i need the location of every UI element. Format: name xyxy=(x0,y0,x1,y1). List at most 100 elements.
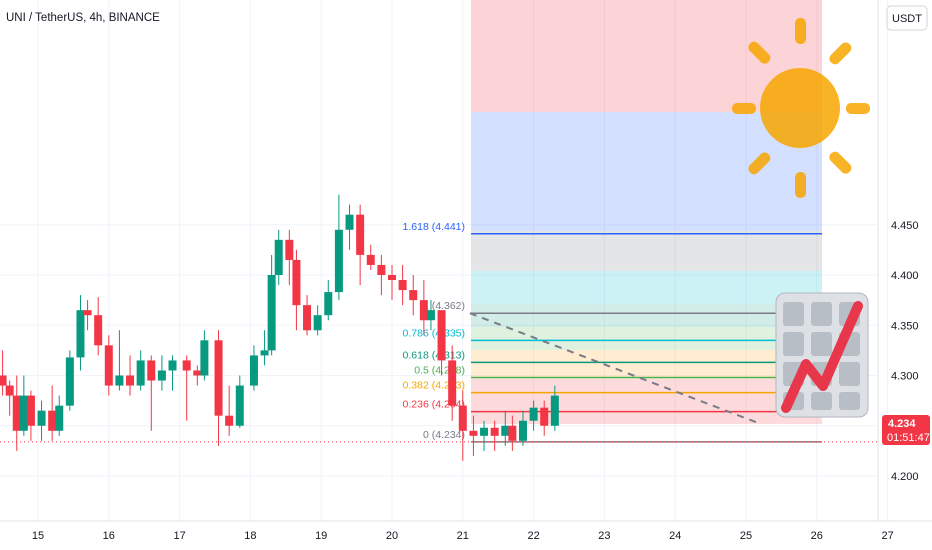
candle-body xyxy=(225,415,234,426)
candle-body xyxy=(292,259,301,306)
candle-body xyxy=(94,315,103,346)
candle-body xyxy=(182,360,191,371)
candle-body xyxy=(48,410,57,431)
x-tick-label: 24 xyxy=(669,530,681,542)
y-tick-label: 4.400 xyxy=(891,270,919,282)
candle-body xyxy=(324,292,333,316)
fib-level-label: 0.618 (4.313) xyxy=(403,349,465,361)
price-badge: 4.234 01:51:47 xyxy=(882,415,930,445)
candle-body xyxy=(274,239,283,275)
candle-body xyxy=(200,340,209,376)
x-tick-label: 16 xyxy=(103,530,115,542)
candle-body xyxy=(409,290,418,301)
candle-body xyxy=(12,395,21,431)
candle-body xyxy=(313,315,322,331)
candle-body xyxy=(458,405,467,431)
fib-zone-lightgreen xyxy=(471,327,822,350)
chart-increasing-icon xyxy=(775,292,869,418)
y-tick-label: 4.350 xyxy=(891,320,919,332)
candle-body xyxy=(550,395,559,426)
time-axis[interactable]: 15 16 17 18 19 20 21 22 23 24 25 26 27 xyxy=(0,520,932,542)
candle-body xyxy=(5,385,14,396)
candle-body xyxy=(490,427,499,436)
candle-body xyxy=(19,395,28,431)
candle-body xyxy=(345,214,354,230)
x-tick-label: 15 xyxy=(32,530,44,542)
candle-body xyxy=(540,407,549,426)
candle-body xyxy=(334,229,343,293)
y-tick-label: 4.300 xyxy=(891,371,919,383)
candle-body xyxy=(366,254,375,265)
x-tick-label: 27 xyxy=(881,530,893,542)
candle-body xyxy=(437,310,446,361)
candle-body xyxy=(76,310,85,358)
candle-body xyxy=(126,375,135,386)
fib-level-label: 1.618 (4.441) xyxy=(403,221,465,233)
currency-button[interactable]: USDT xyxy=(886,5,928,31)
y-tick-label: 4.450 xyxy=(891,220,919,232)
candle-body xyxy=(480,427,489,436)
candle-body xyxy=(260,350,269,356)
candle-body xyxy=(0,375,7,386)
x-tick-label: 18 xyxy=(244,530,256,542)
symbol-title: UNI / TetherUS, 4h, BINANCE xyxy=(6,12,160,24)
candle-body xyxy=(508,425,517,441)
candle-body xyxy=(249,355,258,386)
bar-countdown: 01:51:47 xyxy=(887,432,930,444)
y-tick-label: 4.200 xyxy=(891,471,919,483)
x-tick-label: 17 xyxy=(173,530,185,542)
candle-body xyxy=(83,310,92,316)
fib-level-label: 0.5 (4.298) xyxy=(414,365,465,377)
candle-body xyxy=(55,405,64,431)
sun-icon xyxy=(732,18,870,198)
candle-body xyxy=(115,375,124,386)
candle-body xyxy=(65,357,74,406)
candle-body xyxy=(147,360,156,381)
currency-button-label: USDT xyxy=(892,13,922,25)
candle-body xyxy=(157,370,166,381)
candle-body xyxy=(518,420,527,441)
candle-body xyxy=(104,345,113,386)
candle-body xyxy=(285,239,294,260)
fib-level-label: 0.786 (4.335) xyxy=(403,327,465,339)
x-tick-label: 25 xyxy=(740,530,752,542)
x-tick-label: 23 xyxy=(598,530,610,542)
fib-zone-blue xyxy=(471,112,822,231)
candle-body xyxy=(426,310,435,321)
fib-zone-red xyxy=(471,379,822,424)
candle-body xyxy=(469,430,478,436)
current-price: 4.234 xyxy=(888,418,916,430)
candle-body xyxy=(26,395,35,426)
candle-body xyxy=(388,275,396,281)
x-tick-label: 22 xyxy=(527,530,539,542)
candle-body xyxy=(501,425,510,436)
candle-body xyxy=(235,385,244,426)
candle-body xyxy=(377,264,386,275)
grid xyxy=(0,0,889,521)
fib-zone-grey xyxy=(471,231,822,271)
x-tick-label: 19 xyxy=(315,530,327,542)
candle-body xyxy=(267,275,276,351)
candle-body xyxy=(168,360,177,371)
candle-body xyxy=(448,360,457,406)
fib-zone-green xyxy=(471,304,822,327)
candle-body xyxy=(193,370,202,376)
fib-zones xyxy=(471,0,822,424)
candle-body xyxy=(398,280,407,291)
candle-body xyxy=(419,300,428,321)
candles xyxy=(0,194,559,461)
candle-body xyxy=(303,305,312,331)
x-tick-label: 21 xyxy=(457,530,469,542)
fib-zone-cyan xyxy=(471,271,822,304)
candle-body xyxy=(356,214,365,255)
candle-body xyxy=(529,407,538,421)
candle-body xyxy=(136,360,145,386)
fib-level-label: 1 (4.362) xyxy=(423,300,465,312)
candle-body xyxy=(214,340,223,416)
fib-level-label: 0 (4.234) xyxy=(423,429,465,441)
x-tick-label: 26 xyxy=(811,530,823,542)
candle-body xyxy=(37,410,46,426)
fib-zone-orange xyxy=(471,350,822,379)
